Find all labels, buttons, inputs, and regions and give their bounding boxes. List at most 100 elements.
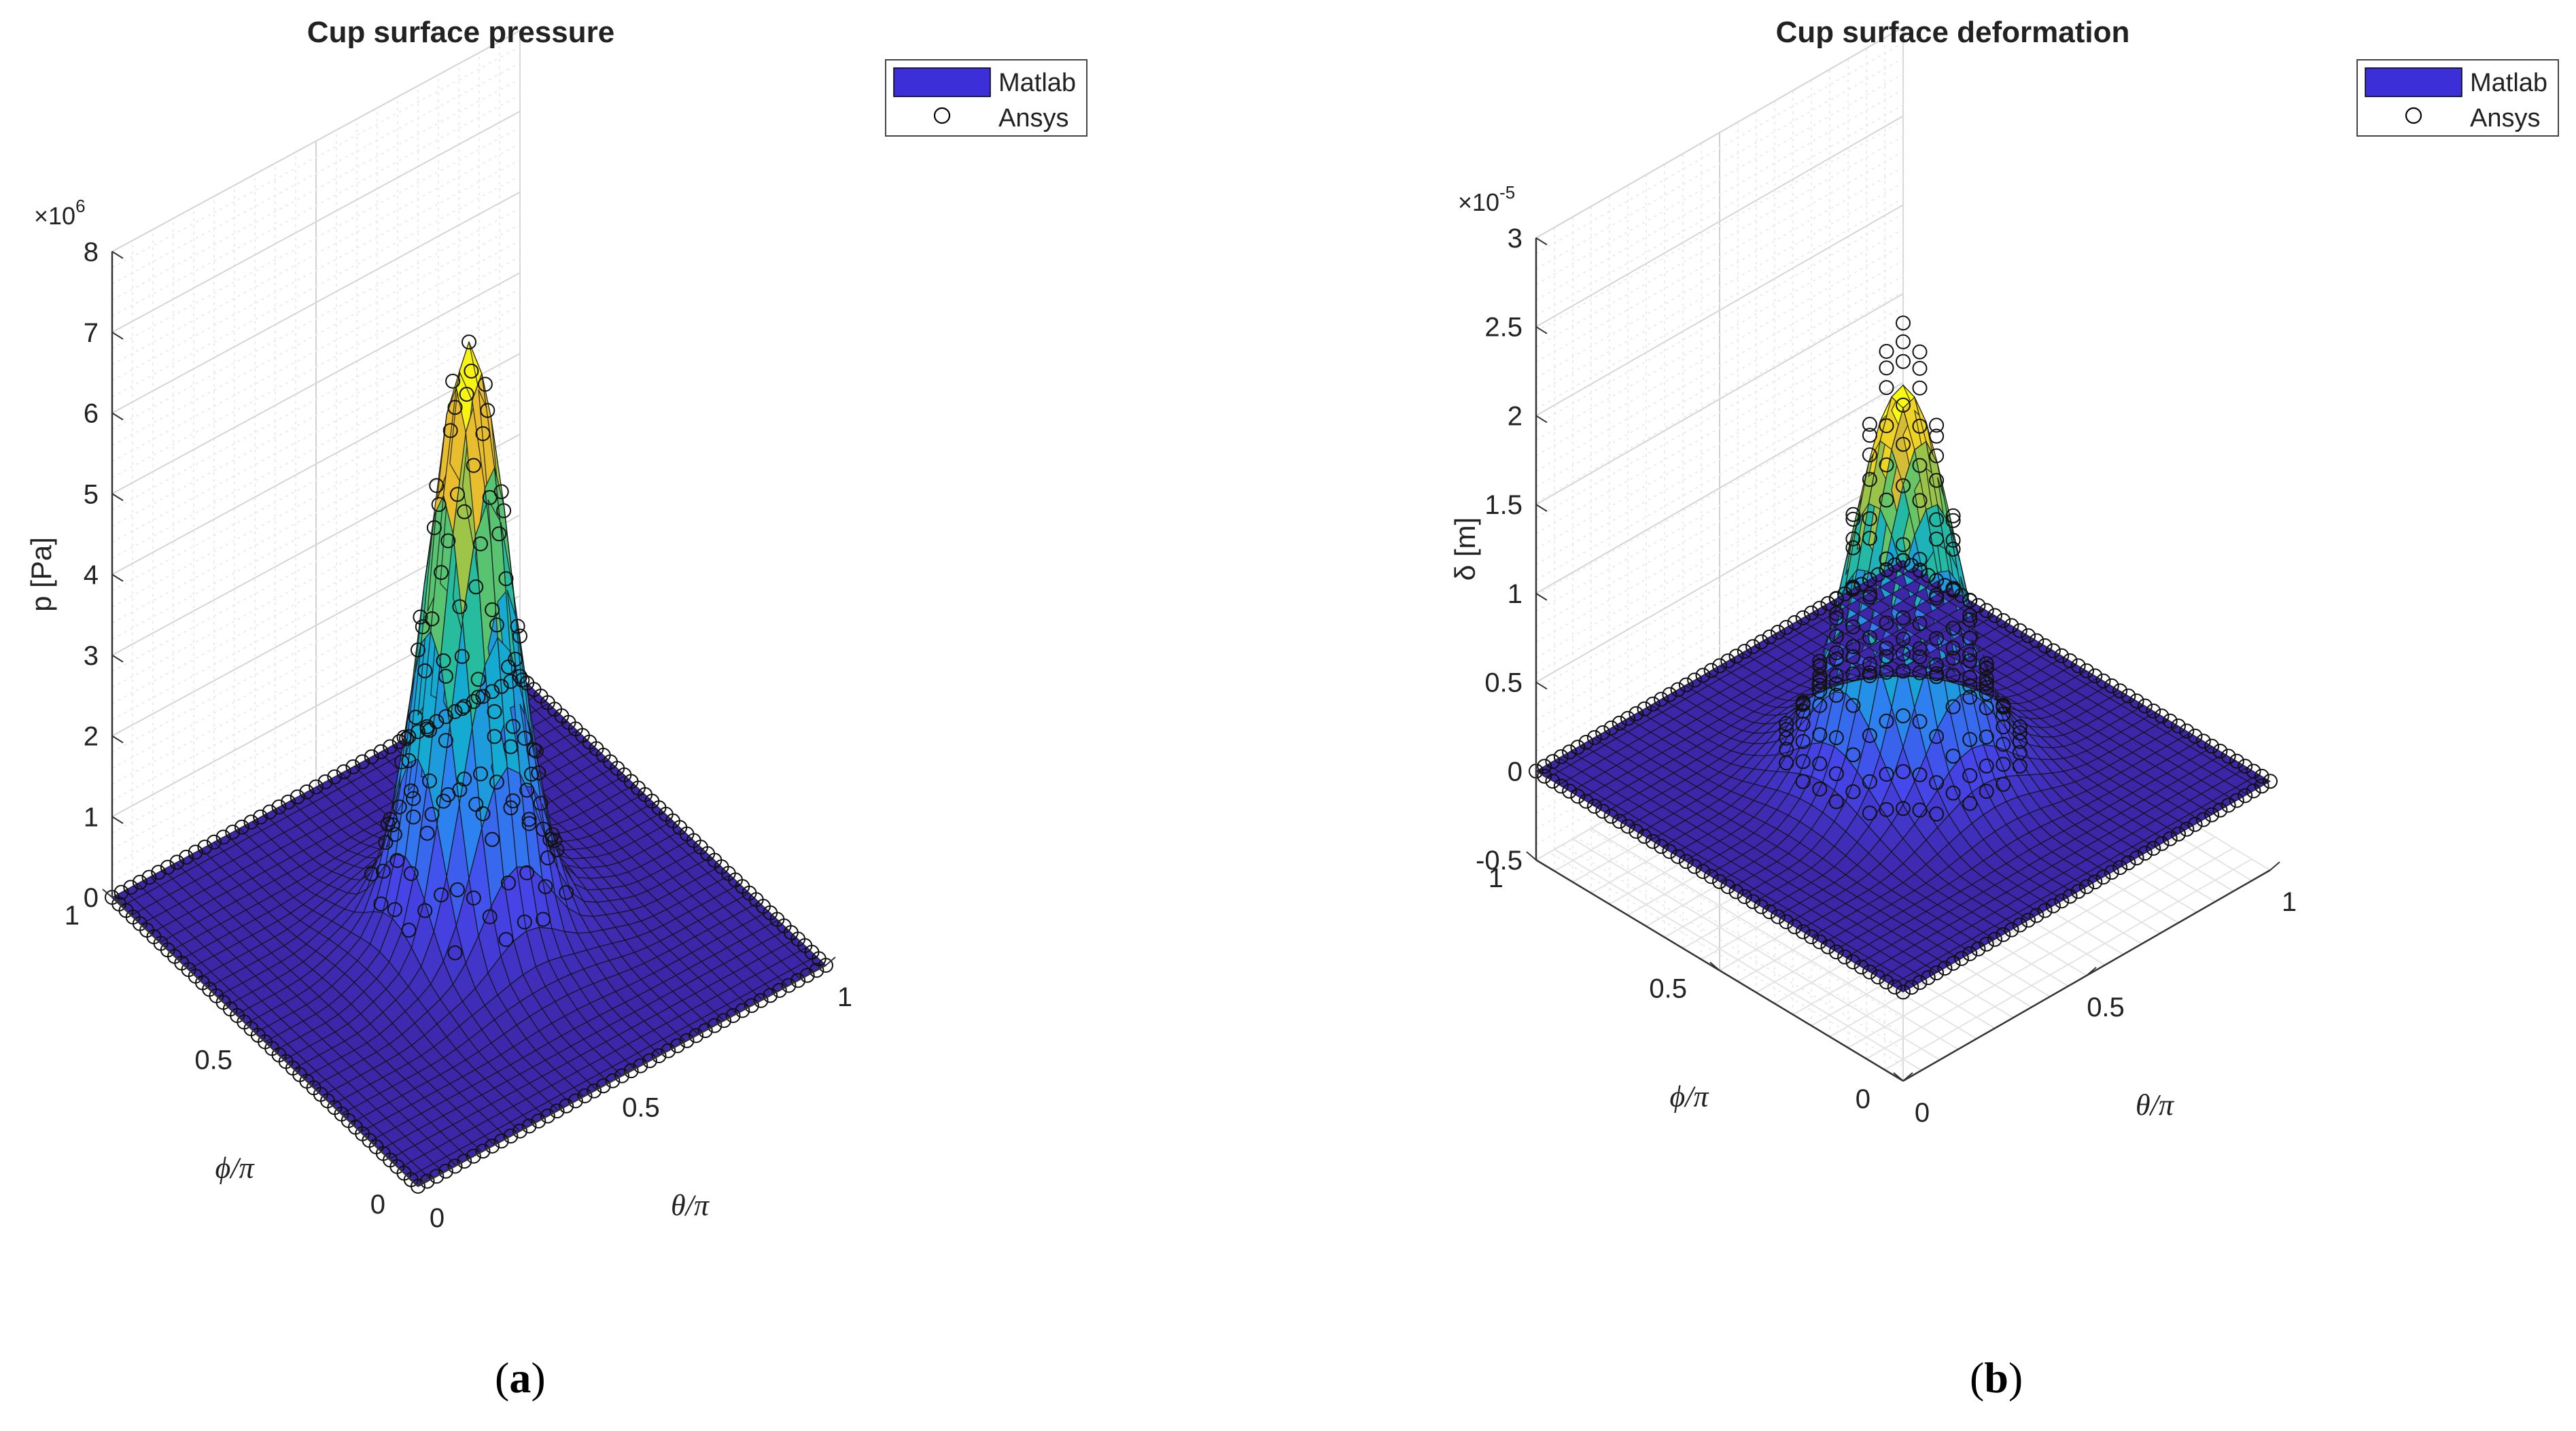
y-tick-label: 1 (65, 901, 80, 931)
wall-grid-hline (1535, 135, 1904, 347)
ansys-point (385, 817, 400, 833)
wall-grid-hline (1535, 104, 1904, 317)
ansys-point (1896, 632, 1911, 646)
ansys-point (512, 628, 527, 644)
ansys-point (2171, 719, 2186, 734)
ansys-point (1620, 710, 1635, 726)
ansys-point (725, 1007, 741, 1023)
ansys-point (1862, 417, 1877, 432)
ansys-point (2187, 816, 2203, 832)
x-tick-mark (1902, 1072, 1913, 1082)
y-tick-label: 0.5 (1649, 974, 1687, 1004)
ansys-point (1645, 696, 1660, 712)
ansys-point (493, 678, 509, 694)
ansys-point (1779, 914, 1794, 929)
ansys-point (466, 891, 481, 906)
chart-title: Cup surface deformation (1776, 16, 2130, 49)
ansys-point (1979, 685, 1994, 701)
ansys-point (489, 774, 504, 790)
ansys-point (429, 714, 445, 729)
ansys-point (169, 855, 185, 870)
ansys-point (1953, 951, 1969, 966)
ansys-point (1662, 844, 1677, 859)
ansys-point (1962, 731, 1978, 747)
ansys-point (595, 1078, 611, 1094)
ansys-point (426, 520, 442, 536)
ansys-point (470, 672, 486, 687)
wall-grid-major (111, 30, 521, 252)
ansys-point (1879, 713, 1894, 729)
ansys-point (1545, 754, 1561, 770)
z-tick-mark (111, 735, 124, 744)
ansys-point (419, 1173, 435, 1189)
ansys-point (470, 689, 486, 705)
z-tick-mark (1535, 504, 1548, 512)
z-tick-label: 2 (1508, 401, 1522, 431)
z-tick-mark (111, 331, 124, 340)
ansys-point (2004, 618, 2019, 634)
ansys-point (1828, 651, 1844, 667)
wall-grid-hline (111, 239, 521, 462)
ansys-point (614, 1068, 629, 1084)
ansys-point (1728, 884, 1744, 899)
ansys-point (707, 1018, 723, 1033)
ansys-point (1828, 591, 1844, 606)
ansys-point (1929, 587, 1945, 603)
ansys-point (2112, 860, 2128, 876)
ansys-point (1904, 557, 1919, 573)
ansys-point (1937, 578, 1953, 593)
ansys-point (1912, 418, 1928, 434)
ansys-point (1912, 649, 1928, 665)
ansys-point (1945, 583, 1961, 598)
ansys-point (2154, 835, 2170, 851)
ansys-point (1879, 664, 1894, 680)
ansys-point (1870, 567, 1886, 583)
wall-grid-hline (1535, 415, 1904, 627)
ansys-point (605, 1073, 621, 1088)
ansys-point (1979, 656, 1994, 672)
ansys-point (1629, 706, 1644, 721)
ansys-point (1912, 714, 1928, 729)
ansys-point (391, 799, 407, 814)
ansys-point (503, 674, 519, 689)
ansys-point (1828, 645, 1844, 661)
wall-grid-hline (1535, 260, 1904, 472)
ansys-point (2221, 748, 2236, 764)
ansys-point (403, 783, 419, 799)
ansys-point (1812, 934, 1828, 950)
ansys-point (1828, 766, 1844, 782)
ansys-point (438, 1163, 453, 1179)
ansys-point (1770, 625, 1786, 640)
wall-grid-hline (111, 498, 521, 721)
ansys-point (521, 1118, 537, 1134)
ansys-point (496, 503, 512, 519)
ansys-point (429, 478, 445, 494)
ansys-point (763, 988, 778, 1003)
ansys-point (1929, 417, 1945, 433)
ansys-point (434, 887, 449, 903)
ansys-point (151, 865, 167, 880)
ansys-point (1896, 984, 1911, 1000)
ansys-point (459, 387, 474, 402)
ansys-point (281, 794, 296, 810)
wall-grid-major (111, 353, 521, 575)
ansys-point (577, 1088, 593, 1103)
ansys-point (735, 1003, 750, 1018)
ansys-point (1862, 964, 1877, 980)
ansys-point (1862, 806, 1877, 821)
ansys-point (401, 753, 417, 768)
ansys-point (1812, 653, 1828, 669)
ansys-point (505, 719, 521, 734)
ansys-point (1970, 941, 1986, 956)
ansys-point (373, 744, 389, 759)
wall-grid-hline (111, 482, 521, 704)
ansys-point (1845, 784, 1861, 799)
ansys-point (1929, 806, 1945, 822)
ansys-point (1637, 829, 1652, 844)
ansys-point (1845, 666, 1861, 682)
ansys-point (438, 733, 453, 748)
ansys-point (1562, 783, 1578, 799)
ansys-point (1945, 640, 1961, 656)
x-tick-label: 0.5 (622, 1093, 660, 1123)
ansys-point (462, 334, 476, 350)
